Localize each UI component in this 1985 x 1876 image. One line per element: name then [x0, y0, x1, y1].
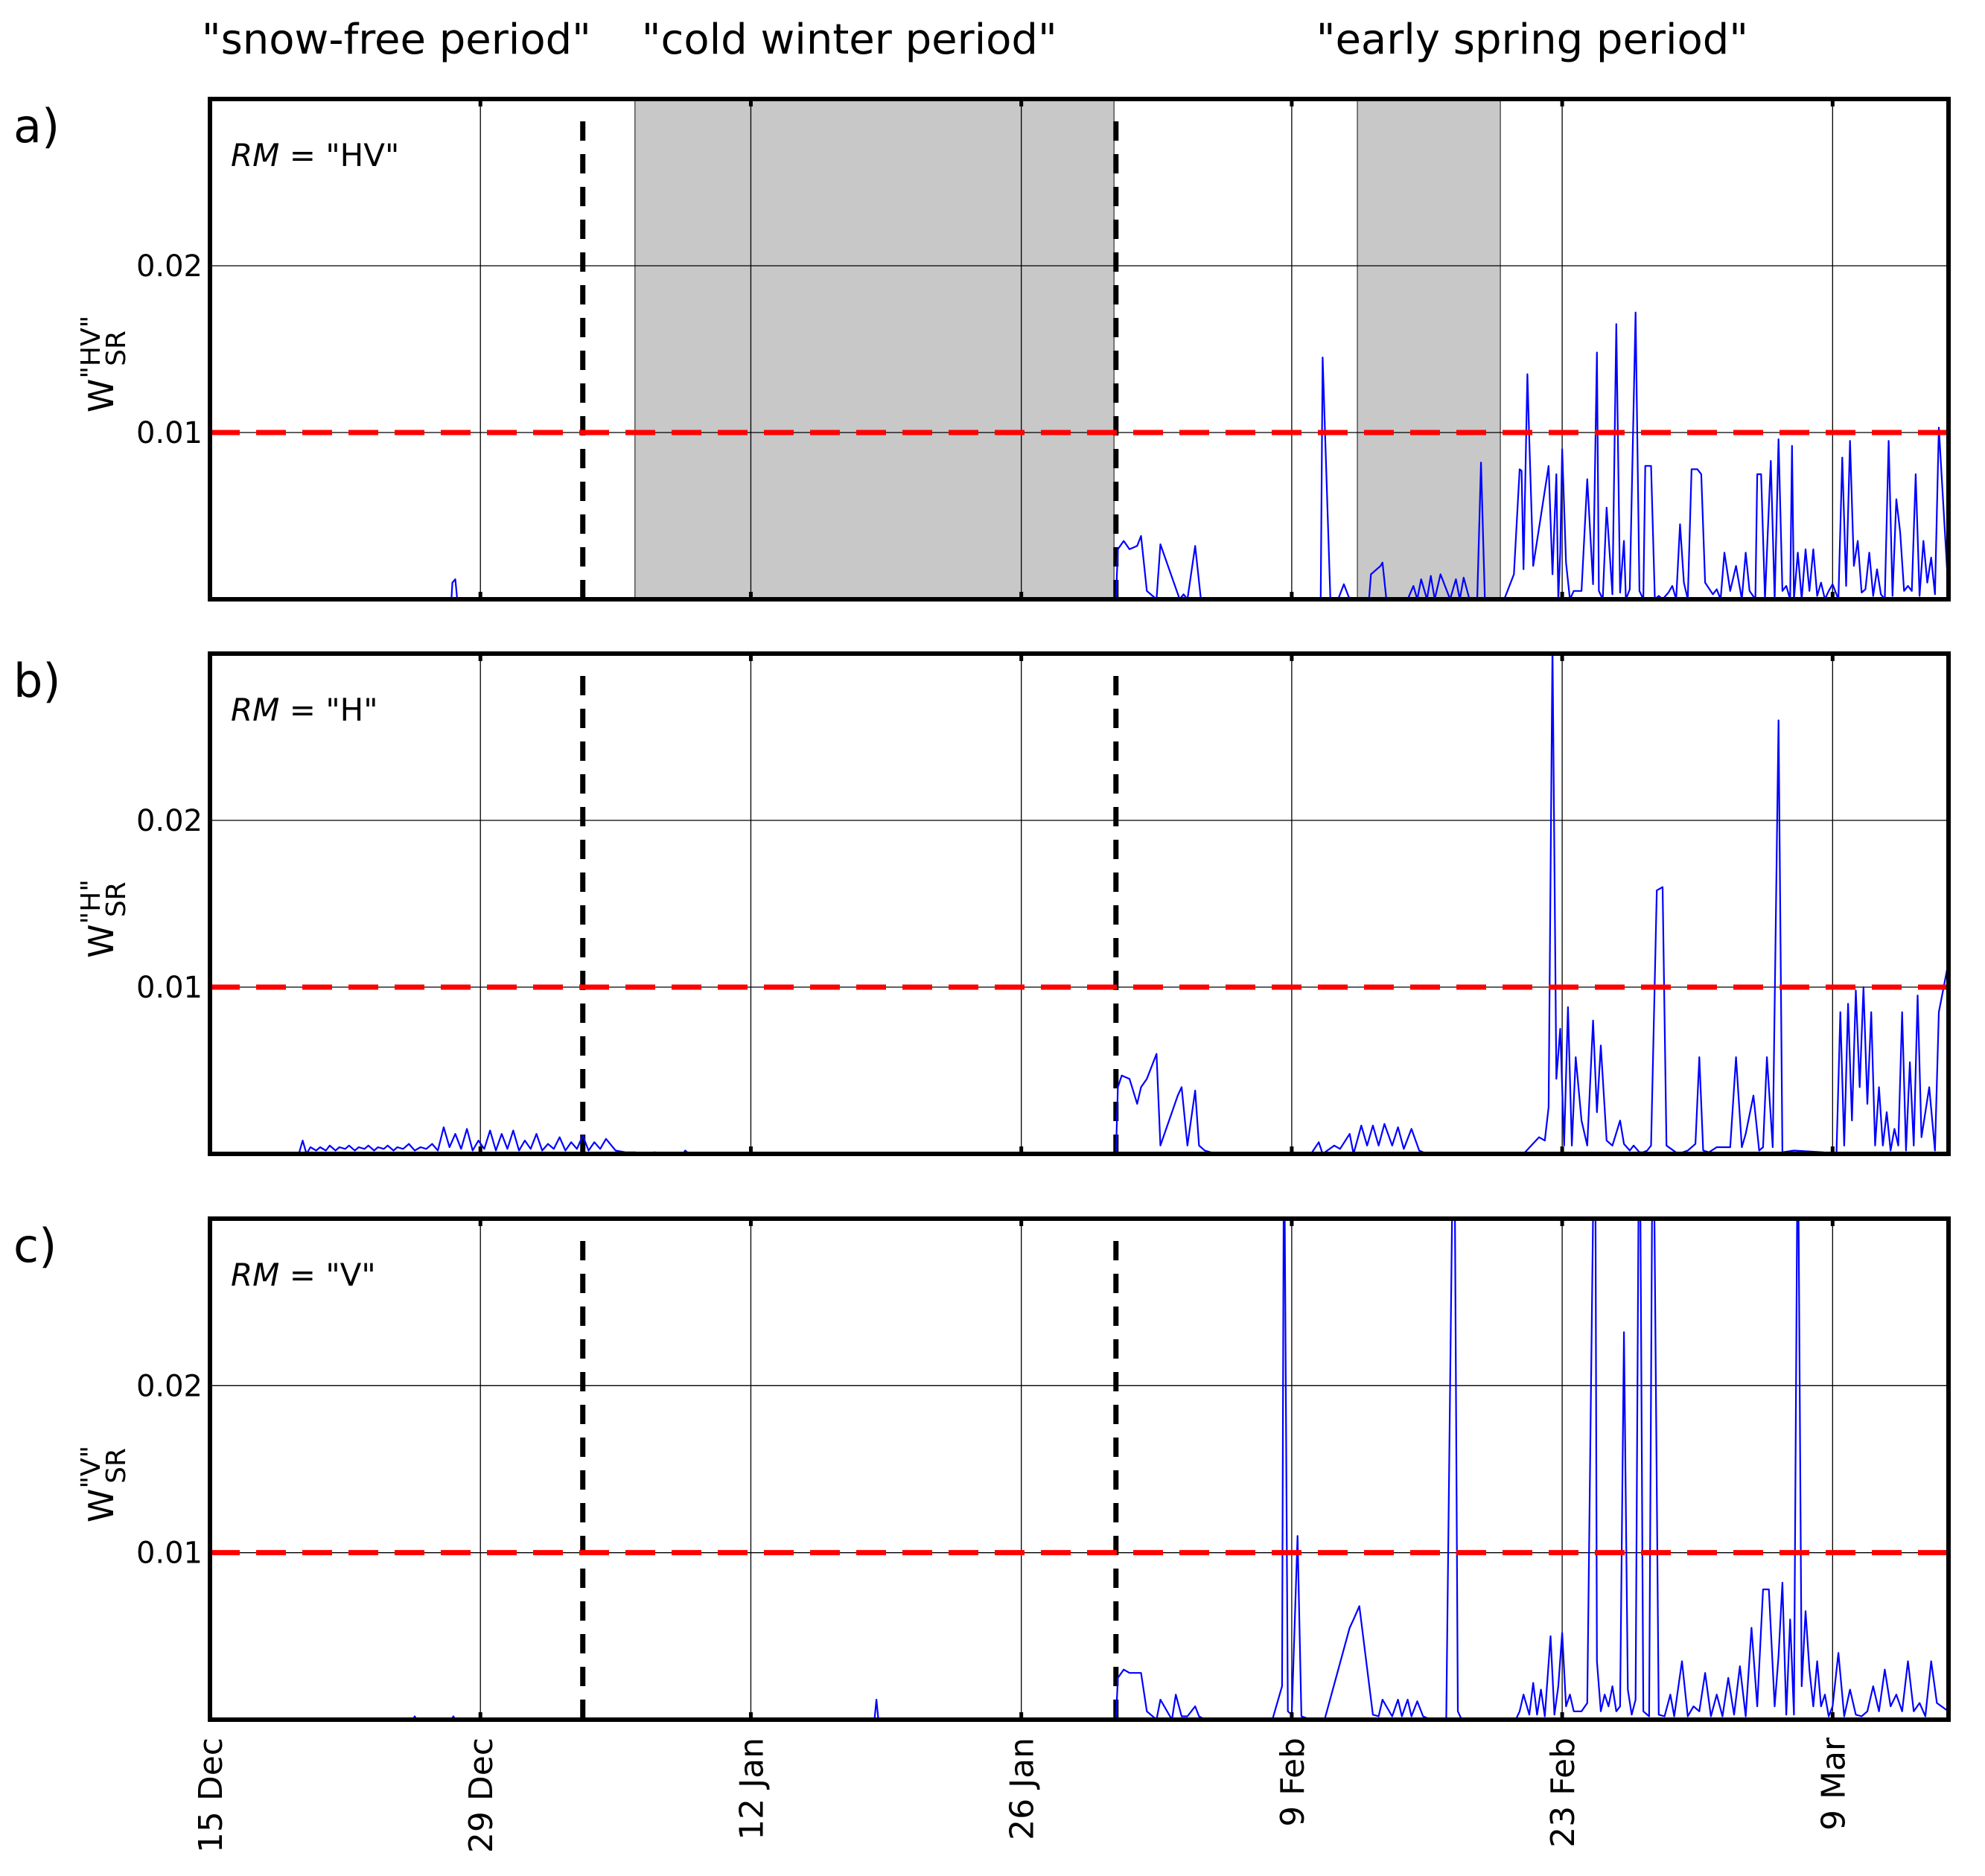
- rm-value: = "V": [279, 1257, 375, 1293]
- x-tick-label: 26 Jan: [1004, 1738, 1042, 1840]
- y-axis-label: W"V"SR: [76, 1446, 132, 1522]
- shaded-period: [634, 98, 1115, 600]
- y-tick-label: 0.01: [136, 1537, 203, 1571]
- axes-frame: [208, 97, 1951, 602]
- y-tick-label: 0.02: [136, 249, 203, 284]
- y-label-base: W: [81, 924, 121, 957]
- x-tick-label: 9 Feb: [1274, 1738, 1312, 1827]
- x-tick-label: 23 Feb: [1544, 1738, 1582, 1848]
- rm-symbol: RM: [231, 692, 279, 728]
- y-tick-label: 0.01: [136, 971, 203, 1005]
- panel-b: 0.02 0.01 b) RM = "H" W"H"SR: [13, 651, 1951, 1156]
- panel-c: 0.02 0.01 c) RM = "V" W"V"SR: [13, 1216, 1951, 1722]
- y-label-superscript: "H": [76, 879, 106, 924]
- panel-label: b): [13, 654, 61, 708]
- y-label-base: W: [81, 379, 121, 412]
- y-tick-label: 0.02: [136, 804, 203, 838]
- y-label-subscript: SR: [101, 881, 132, 917]
- shaded-period: [1357, 98, 1501, 600]
- y-label-base: W: [81, 1489, 121, 1522]
- rm-symbol: RM: [231, 137, 279, 173]
- rm-annotation: RM = "HV": [231, 137, 399, 173]
- x-tick-label: 29 Dec: [462, 1738, 500, 1853]
- series-line-a: [210, 311, 1949, 599]
- y-label-subscript: SR: [101, 1448, 132, 1484]
- rm-value: = "HV": [279, 137, 399, 173]
- period-label: "snow-free period": [202, 16, 591, 64]
- period-label: "cold winter period": [642, 16, 1057, 64]
- rm-annotation: RM = "H": [231, 692, 378, 728]
- panel-a: 0.02 0.01 a) RM = "HV" W"HV"SR: [13, 97, 1951, 602]
- y-label-subscript: SR: [101, 331, 132, 366]
- y-label-superscript: "HV": [76, 316, 106, 379]
- y-tick-label: 0.01: [136, 416, 203, 450]
- series-line-c: [210, 1219, 1949, 1720]
- axes-frame: [208, 1216, 1951, 1722]
- y-axis-label: W"H"SR: [76, 879, 132, 958]
- y-axis-label: W"HV"SR: [76, 316, 132, 412]
- rm-annotation: RM = "V": [231, 1257, 376, 1293]
- panel-label: c): [13, 1219, 57, 1273]
- panel-label: a): [13, 99, 60, 153]
- axes-frame: [208, 651, 1951, 1156]
- x-tick-label: 9 Mar: [1814, 1737, 1852, 1831]
- rm-symbol: RM: [231, 1257, 279, 1293]
- x-tick-label: 15 Dec: [192, 1738, 230, 1853]
- x-tick-label: 12 Jan: [733, 1738, 771, 1840]
- series-line-b: [210, 654, 1949, 1154]
- period-label: "early spring period": [1316, 16, 1748, 64]
- y-tick-label: 0.02: [136, 1369, 203, 1403]
- y-label-superscript: "V": [76, 1446, 106, 1489]
- rm-value: = "H": [279, 692, 377, 728]
